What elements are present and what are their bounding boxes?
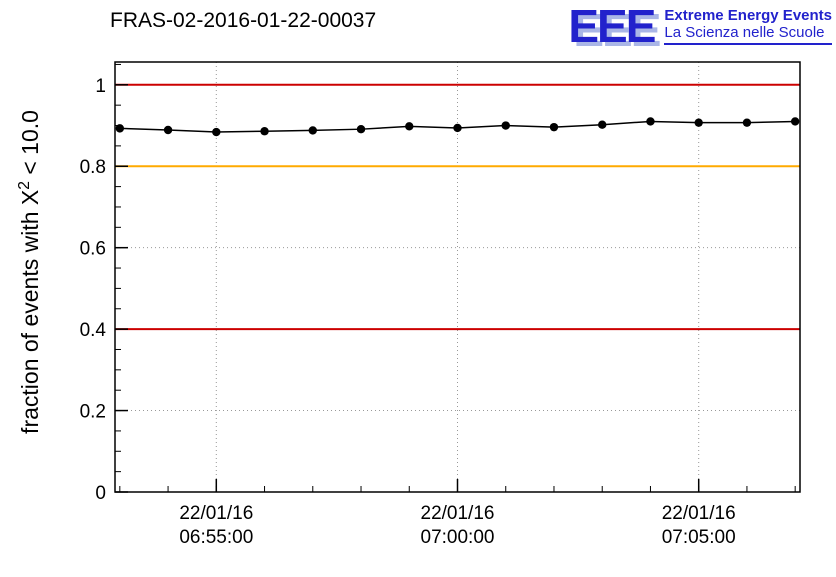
data-point-marker (453, 123, 462, 133)
y-tick-label: 0.6 (80, 239, 106, 260)
data-point-marker (115, 124, 125, 133)
eee-logo-caption-line2: La Scienza nelle Scuole (664, 24, 832, 45)
data-point-marker (598, 120, 607, 129)
data-point-marker (694, 118, 703, 127)
data-point-marker (308, 126, 317, 135)
y-tick-label: 0 (95, 483, 106, 504)
data-point-marker (405, 122, 414, 131)
data-point-marker (212, 127, 221, 137)
x-tick-label-time: 06:55:00 (179, 527, 253, 548)
data-point-marker (646, 117, 655, 126)
data-point-marker (742, 118, 752, 127)
data-point-marker (163, 125, 173, 135)
x-tick-label-time: 07:05:00 (662, 527, 736, 548)
data-point-marker (549, 122, 559, 132)
y-axis-label-superscript: 2 (16, 181, 34, 190)
data-point-marker (260, 127, 269, 136)
y-axis-label: fraction of events with X2 < 10.0 (16, 110, 44, 434)
eee-logo-text: EEE (568, 0, 656, 52)
eee-logo-captions: Extreme Energy Events La Scienza nelle S… (664, 4, 832, 45)
eee-logo: EEE Extreme Energy Events La Scienza nel… (568, 0, 832, 52)
x-tick-label-date: 22/01/16 (421, 503, 495, 524)
y-tick-label: 0.8 (80, 157, 106, 178)
chart-title: FRAS-02-2016-01-22-00037 (110, 9, 377, 32)
data-point-marker (790, 117, 800, 126)
x-tick-label-time: 07:00:00 (421, 527, 495, 548)
data-point-marker (356, 124, 366, 134)
eee-logo-caption-line1: Extreme Energy Events (664, 7, 832, 24)
data-point-marker (501, 121, 510, 130)
y-axis-label-suffix: < 10.0 (16, 110, 43, 182)
x-tick-label-date: 22/01/16 (662, 503, 736, 524)
y-tick-label: 0.2 (80, 402, 106, 423)
y-axis-label-prefix: fraction of events with X (16, 189, 43, 434)
x-tick-label-date: 22/01/16 (179, 503, 253, 524)
y-tick-label: 0.4 (80, 320, 107, 341)
y-tick-label: 1 (95, 76, 106, 97)
